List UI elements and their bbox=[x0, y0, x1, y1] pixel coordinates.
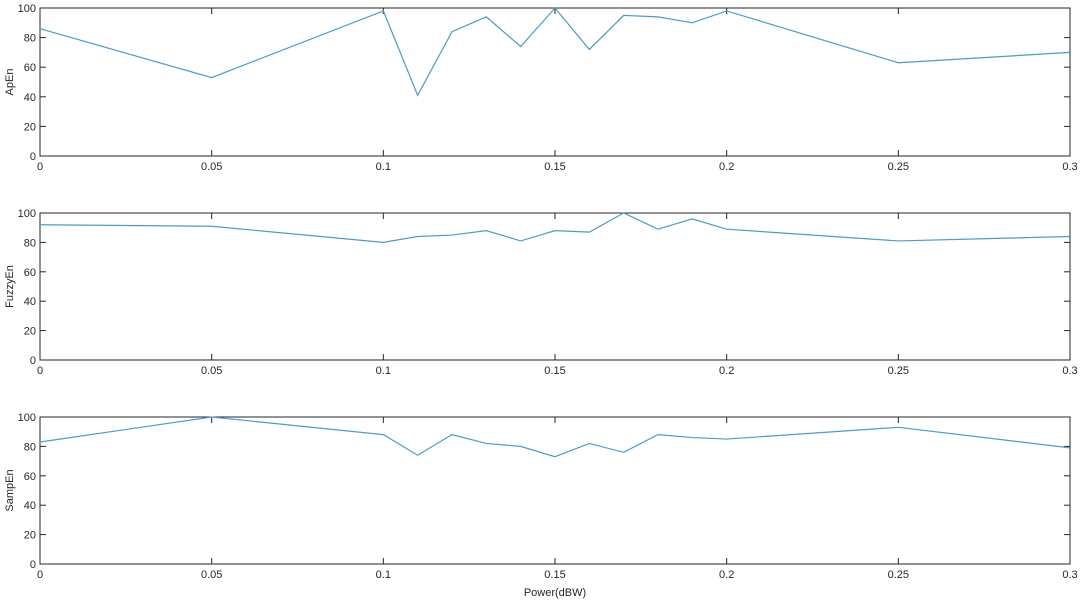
data-point bbox=[691, 217, 694, 220]
data-point bbox=[485, 229, 488, 232]
x-tick-label: 0.3 bbox=[1062, 161, 1077, 173]
x-tick-label: 0 bbox=[37, 569, 43, 581]
subplot-2: 0 0.05 0.1 0.15 0.2 0.25 0.3 0 20 40 60 80 100 FuzzyE… bbox=[4, 208, 1078, 377]
data-point bbox=[657, 15, 660, 18]
x-tick-label: 0.15 bbox=[544, 569, 565, 581]
x-tick-label: 0.25 bbox=[888, 365, 909, 377]
x-tick-label: 0.3 bbox=[1062, 569, 1077, 581]
x-tick-label: 0.1 bbox=[376, 161, 391, 173]
x-axis-label: Power(dBW) bbox=[524, 587, 586, 599]
y-tick-label: 60 bbox=[24, 471, 36, 483]
data-point bbox=[451, 433, 454, 436]
y-tick-label: 60 bbox=[24, 267, 36, 279]
x-tick-label: 0.2 bbox=[719, 569, 734, 581]
y-axis-label: FuzzyEn bbox=[4, 265, 16, 308]
x-tick-label: 0.25 bbox=[888, 161, 909, 173]
y-tick-label: 100 bbox=[18, 208, 36, 220]
data-point bbox=[39, 440, 42, 443]
y-tick-label: 100 bbox=[18, 3, 36, 15]
y-tick-label: 0 bbox=[30, 559, 36, 571]
data-point bbox=[622, 14, 625, 17]
data-point bbox=[725, 228, 728, 231]
data-point bbox=[519, 45, 522, 48]
plot-area bbox=[39, 416, 1071, 565]
y-tick-label: 60 bbox=[24, 62, 36, 74]
subplot-1: 0 0.05 0.1 0.15 0.2 0.25 0.3 0 20 40 60 80 100 ApEn bbox=[4, 3, 1078, 173]
data-point bbox=[725, 9, 728, 12]
x-tick-label: 0.1 bbox=[376, 569, 391, 581]
series-line-1 bbox=[39, 7, 1071, 97]
y-tick-label: 100 bbox=[18, 412, 36, 424]
x-tick-label: 0.05 bbox=[201, 569, 222, 581]
y-tick-label: 40 bbox=[24, 500, 36, 512]
data-point bbox=[451, 30, 454, 33]
x-tick-label: 0.2 bbox=[719, 161, 734, 173]
x-tick-label: 0.25 bbox=[888, 569, 909, 581]
y-tick-label: 40 bbox=[24, 92, 36, 104]
y-tick-label: 80 bbox=[24, 441, 36, 453]
data-point bbox=[691, 21, 694, 24]
series-line-1 bbox=[39, 212, 1071, 244]
data-point bbox=[588, 231, 591, 234]
data-point bbox=[485, 15, 488, 18]
data-point bbox=[382, 433, 385, 436]
y-tick-label: 80 bbox=[24, 33, 36, 45]
subplot-3: 0 0.05 0.1 0.15 0.2 0.25 0.3 0 20 40 60 80 100 SampEn… bbox=[4, 412, 1078, 599]
data-point bbox=[416, 454, 419, 457]
data-point bbox=[416, 235, 419, 238]
x-tick-label: 0.15 bbox=[544, 365, 565, 377]
data-point bbox=[588, 442, 591, 445]
x-tick-label: 0.1 bbox=[376, 365, 391, 377]
data-point bbox=[554, 7, 557, 10]
data-point bbox=[210, 225, 213, 228]
x-tick-label: 0.15 bbox=[544, 161, 565, 173]
plot-area bbox=[39, 7, 1071, 157]
data-point bbox=[657, 228, 660, 231]
data-point bbox=[725, 438, 728, 441]
data-point bbox=[382, 241, 385, 244]
data-point bbox=[416, 94, 419, 97]
data-point bbox=[382, 9, 385, 12]
y-tick-label: 0 bbox=[30, 151, 36, 163]
plot-area bbox=[39, 212, 1071, 361]
y-axis-label: SampEn bbox=[4, 469, 16, 511]
y-tick-label: 80 bbox=[24, 237, 36, 249]
y-tick-label: 20 bbox=[24, 121, 36, 133]
data-point bbox=[554, 229, 557, 232]
y-tick-label: 20 bbox=[24, 530, 36, 542]
x-tick-label: 0 bbox=[37, 161, 43, 173]
data-point bbox=[451, 234, 454, 237]
x-tick-label: 0.05 bbox=[201, 365, 222, 377]
data-point bbox=[210, 416, 213, 419]
y-tick-label: 40 bbox=[24, 296, 36, 308]
data-point bbox=[519, 445, 522, 448]
y-tick-label: 20 bbox=[24, 326, 36, 338]
data-point bbox=[622, 451, 625, 454]
y-tick-label: 0 bbox=[30, 355, 36, 367]
data-point bbox=[657, 433, 660, 436]
x-tick-label: 0.3 bbox=[1062, 365, 1077, 377]
data-point bbox=[39, 27, 42, 30]
y-axis-label: ApEn bbox=[4, 69, 16, 96]
data-point bbox=[519, 239, 522, 242]
x-tick-label: 0.2 bbox=[719, 365, 734, 377]
data-point bbox=[1069, 51, 1072, 54]
x-tick-label: 0 bbox=[37, 365, 43, 377]
data-point bbox=[39, 223, 42, 226]
data-point bbox=[588, 48, 591, 51]
data-point bbox=[897, 61, 900, 64]
data-point bbox=[897, 239, 900, 242]
data-point bbox=[1069, 446, 1072, 449]
data-point bbox=[485, 442, 488, 445]
x-tick-label: 0.05 bbox=[201, 161, 222, 173]
data-point bbox=[1069, 235, 1072, 238]
series-line-1 bbox=[39, 416, 1071, 458]
data-point bbox=[691, 436, 694, 439]
data-point bbox=[210, 76, 213, 79]
data-point bbox=[897, 426, 900, 429]
data-point bbox=[554, 455, 557, 458]
data-point bbox=[622, 212, 625, 215]
